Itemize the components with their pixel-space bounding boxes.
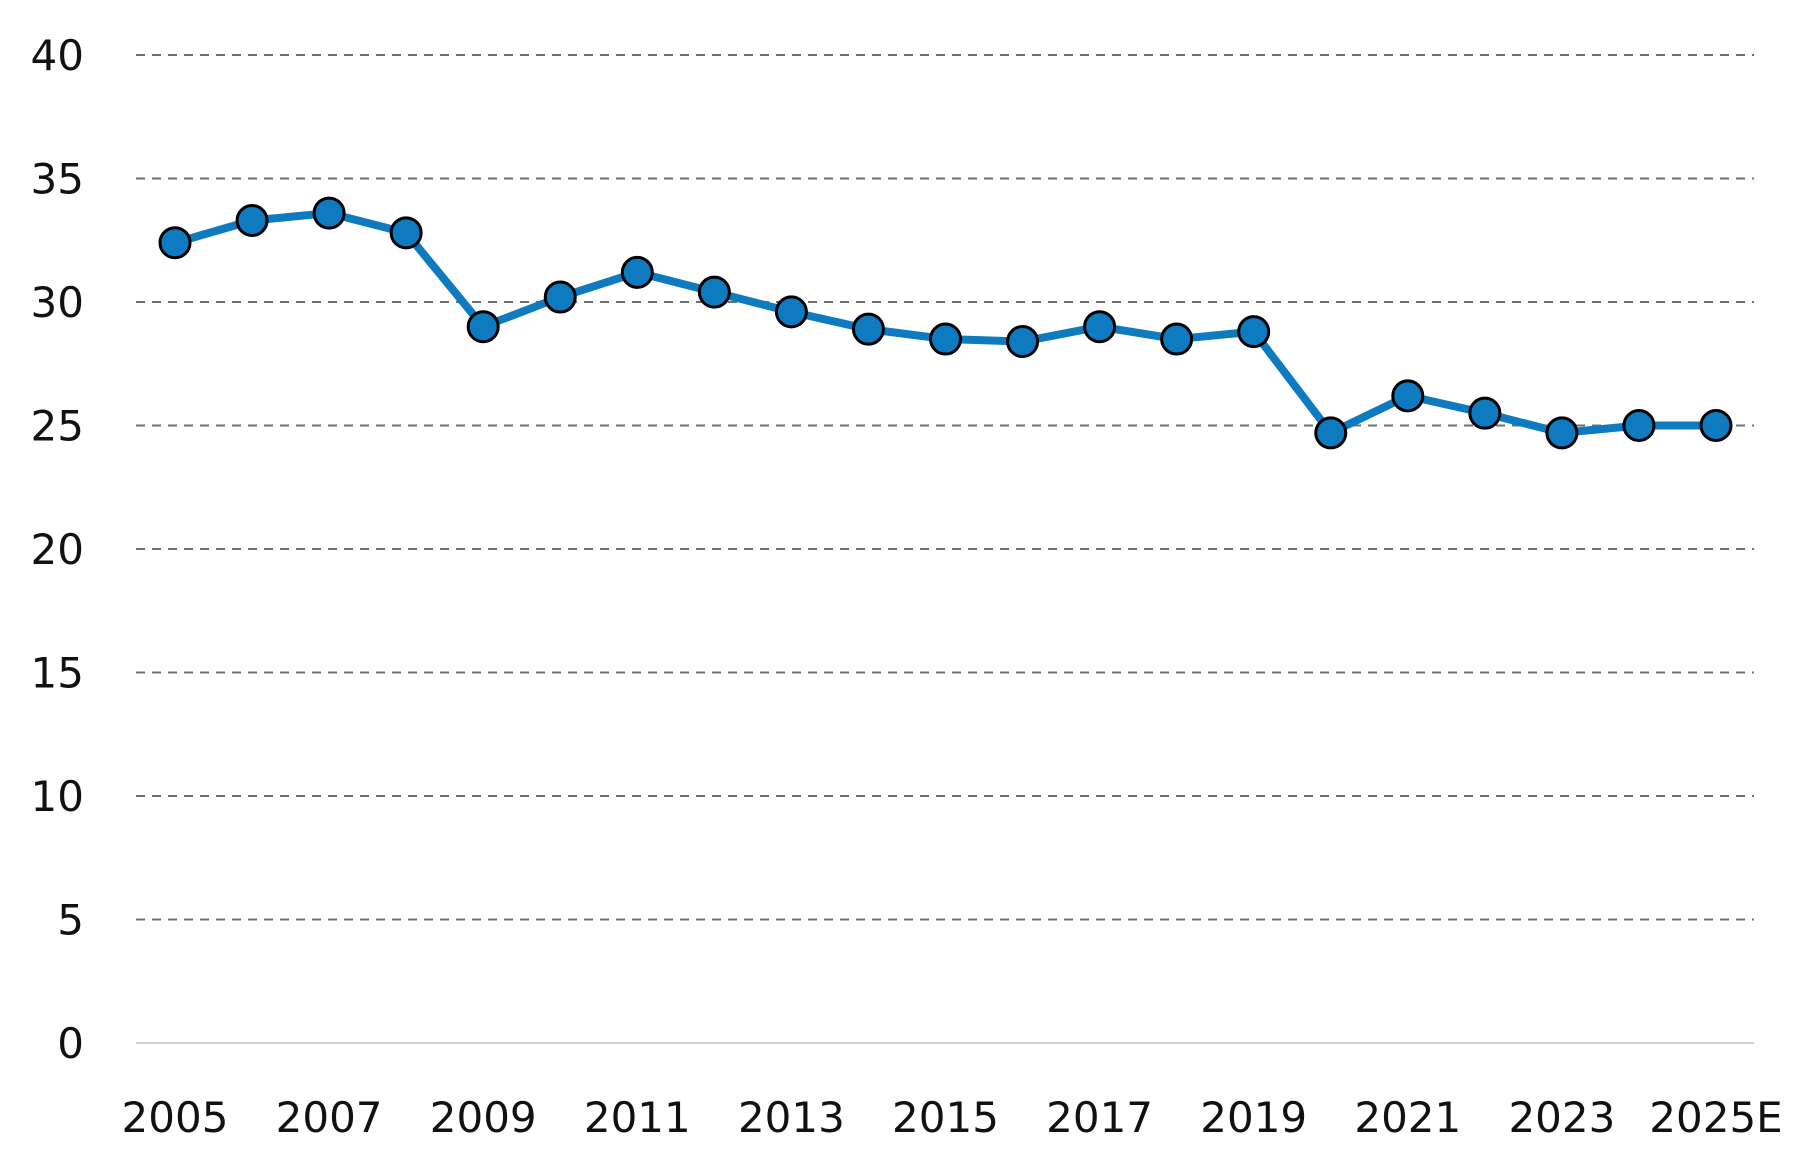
y-tick-label: 0 [57, 1019, 84, 1068]
x-tick-label: 2011 [584, 1093, 691, 1142]
x-tick-label: 2019 [1200, 1093, 1307, 1142]
data-point-2010 [543, 280, 577, 314]
data-point-2014 [851, 312, 885, 346]
x-tick-label: 2015 [892, 1093, 999, 1142]
y-tick-label: 30 [31, 278, 84, 327]
y-tick-label: 35 [31, 155, 84, 204]
x-tick-label: 2013 [738, 1093, 845, 1142]
data-point-2020 [1314, 416, 1348, 450]
y-tick-label: 15 [31, 649, 84, 698]
x-tick-label: 2005 [122, 1093, 229, 1142]
data-point-2025E [1699, 409, 1733, 442]
y-tick-label: 20 [31, 525, 84, 574]
x-tick-label: 2023 [1508, 1093, 1615, 1142]
data-point-2018 [1160, 322, 1194, 356]
data-point-2006 [235, 203, 269, 237]
x-tick-label: 2021 [1354, 1093, 1461, 1142]
data-point-2021 [1391, 379, 1425, 413]
y-axis-ticks: 0 5 10 15 20 25 30 35 40 [31, 31, 84, 1068]
data-point-2012 [697, 275, 731, 309]
data-point-2019 [1237, 315, 1271, 349]
data-point-2011 [620, 255, 654, 289]
x-axis-ticks: 2005 2007 2009 2011 2013 2015 2017 2019 2021 2023… [122, 1093, 1783, 1142]
y-tick-label: 10 [31, 772, 84, 821]
data-point-2023 [1545, 416, 1579, 450]
data-point-2024 [1622, 409, 1656, 442]
grid-lines [136, 54, 1754, 1044]
data-point-2013 [774, 295, 808, 329]
y-tick-label: 25 [31, 402, 84, 451]
data-point-2005 [158, 226, 192, 260]
x-tick-label: 2007 [276, 1093, 383, 1142]
data-point-2007 [312, 196, 346, 230]
y-tick-label: 5 [57, 896, 84, 945]
data-point-2016 [1006, 325, 1040, 359]
x-tick-label: 2025E [1649, 1093, 1782, 1142]
x-tick-label: 2017 [1046, 1093, 1153, 1142]
y-tick-label: 40 [31, 31, 84, 80]
series-layer [158, 196, 1733, 450]
data-point-2022 [1468, 396, 1502, 430]
data-point-2008 [389, 216, 423, 250]
data-point-2009 [466, 310, 500, 344]
data-point-2015 [929, 322, 962, 356]
x-tick-label: 2009 [430, 1093, 537, 1142]
data-point-2017 [1083, 310, 1117, 344]
